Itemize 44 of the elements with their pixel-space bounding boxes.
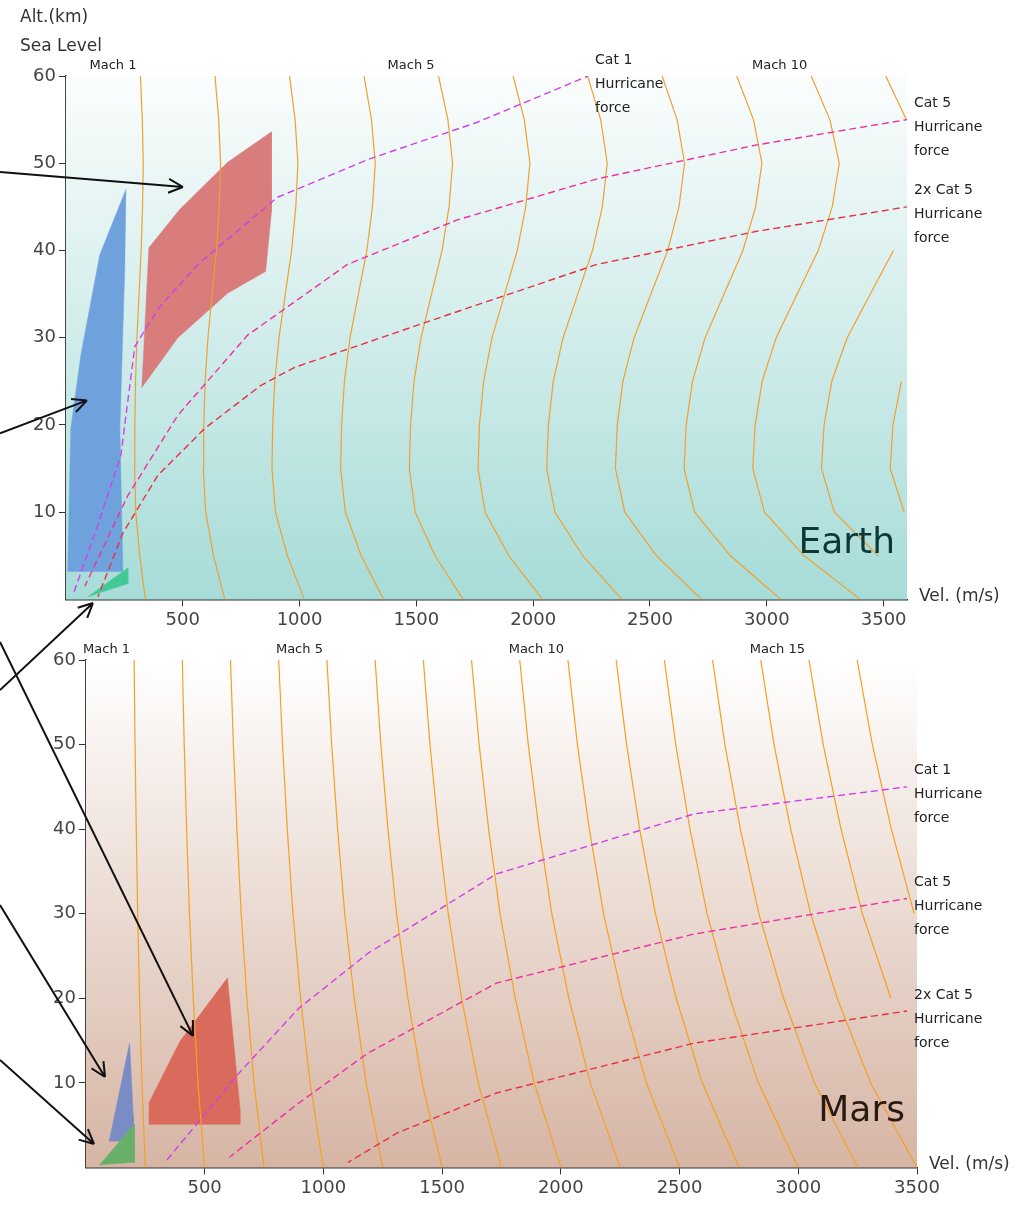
text: Sea Level xyxy=(20,35,102,56)
series-label: Mach 10 xyxy=(508,641,564,657)
x-tick-label: 3000 xyxy=(775,1175,822,1197)
x-tick-label: 1500 xyxy=(419,1175,465,1197)
y-tick-label: 40 xyxy=(53,816,76,838)
x-tick-label: 2000 xyxy=(510,607,557,629)
line-series xyxy=(84,118,907,588)
y-tick-label: 40 xyxy=(33,238,56,260)
line-series xyxy=(347,1010,908,1164)
series-label: Cat 5 Hurricane force xyxy=(914,94,983,159)
series-label: Cat 5 Hurricane force xyxy=(914,873,983,938)
series-label: Mach 5 xyxy=(275,641,323,657)
x-tick-label: 3500 xyxy=(894,1175,940,1197)
series-label: 2x Cat 5 Hurricane force xyxy=(914,985,983,1050)
x-tick-label: 3000 xyxy=(743,607,790,629)
x-axis-title: Vel. (m/s) xyxy=(919,584,1000,605)
y-tick-label: 50 xyxy=(53,732,76,754)
y-tick-label: 30 xyxy=(53,901,76,923)
y-tick-label: 60 xyxy=(33,63,56,85)
x-tick-label: 500 xyxy=(165,607,200,629)
line-series xyxy=(228,897,908,1158)
y-tick-label: 20 xyxy=(33,412,56,434)
x-tick-label: 2500 xyxy=(627,607,673,629)
series-label: Cat 1 Hurricane force xyxy=(914,761,983,826)
series-label: Mach 10 xyxy=(751,57,808,73)
y-tick-label: 60 xyxy=(53,647,76,669)
series-label: Mach 1 xyxy=(89,57,137,73)
x-tick-label: 1500 xyxy=(393,607,440,629)
x-tick-label: 3500 xyxy=(860,607,907,629)
y-tick-label: 50 xyxy=(33,150,56,172)
x-tick-label: 500 xyxy=(187,1175,222,1197)
x-tick-label: 1000 xyxy=(300,1175,347,1197)
y-tick-label: 30 xyxy=(33,325,56,347)
x-axis-title: Vel. (m/s) xyxy=(929,1152,1010,1173)
x-tick-label: 1000 xyxy=(276,607,323,629)
series-label: Mach 15 xyxy=(749,641,805,657)
x-tick-label: 2000 xyxy=(537,1175,584,1197)
x-tick-label: 2500 xyxy=(656,1175,703,1197)
series-label: Mach 1 xyxy=(83,641,131,657)
series-label: 2x Cat 5 Hurricane force xyxy=(914,181,983,246)
y-axis-title: Alt.(km) xyxy=(20,6,89,27)
y-tick-label: 10 xyxy=(33,499,56,521)
y-tick-label: 10 xyxy=(53,1070,76,1092)
series-label: Mach 5 xyxy=(387,57,435,73)
